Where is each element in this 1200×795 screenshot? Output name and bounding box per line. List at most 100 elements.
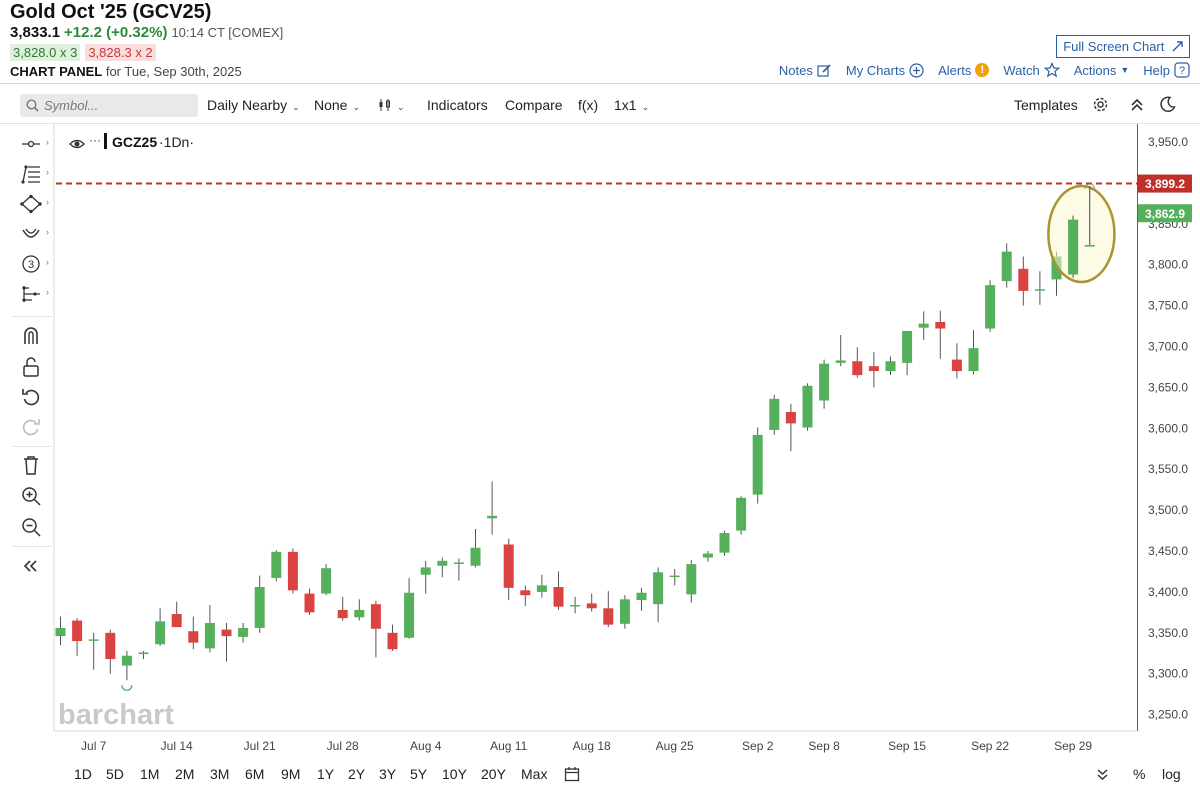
watch-link[interactable]: Watch	[1003, 62, 1060, 78]
shape-tool[interactable]	[20, 194, 44, 216]
count-tool[interactable]: 3	[20, 254, 44, 276]
low-marker	[121, 685, 133, 691]
period-1y[interactable]: 1Y	[317, 766, 335, 782]
collapse-up-icon[interactable]	[1130, 97, 1144, 112]
templates-button[interactable]: Templates	[1014, 97, 1078, 113]
x-tick-label: Aug 25	[656, 739, 694, 753]
zoom-in-button[interactable]	[20, 485, 44, 507]
svg-text:?: ?	[1179, 65, 1185, 77]
zoom-out-button[interactable]	[20, 516, 44, 538]
candle	[155, 608, 166, 646]
number-icon: 3	[22, 255, 40, 273]
calendar-icon[interactable]	[564, 766, 580, 782]
interval-dropdown[interactable]: Daily Nearby ⌄	[207, 97, 300, 113]
lock-tool[interactable]	[20, 356, 44, 378]
candle-body	[487, 515, 498, 519]
x-tick-label: Sep 15	[888, 739, 926, 753]
magnet-tool[interactable]	[20, 324, 44, 346]
x-tick-label: Aug 11	[490, 739, 527, 753]
y-tick-label: 3,600.0	[1148, 421, 1188, 435]
period-3y[interactable]: 3Y	[379, 766, 397, 782]
period-2y[interactable]: 2Y	[348, 766, 366, 782]
chart-type-dropdown[interactable]: ⌄	[378, 97, 405, 113]
x-tick-label: Jul 7	[81, 739, 107, 753]
candle	[702, 551, 713, 562]
candle-body	[188, 631, 199, 643]
crosshair-tool[interactable]	[20, 134, 44, 156]
panel-date: for Tue, Sep 30th, 2025	[105, 64, 242, 79]
y-tick-label: 3,300.0	[1148, 667, 1188, 681]
period-1m[interactable]: 1M	[140, 766, 160, 782]
candle	[802, 383, 813, 431]
candle	[586, 593, 597, 612]
candle	[619, 595, 630, 629]
undo-button[interactable]	[20, 386, 44, 408]
measure-tool[interactable]	[20, 284, 44, 306]
eye-icon[interactable]	[69, 139, 85, 149]
alerts-label: Alerts	[938, 62, 972, 78]
delete-button[interactable]	[20, 454, 44, 476]
indicators-button[interactable]: Indicators	[427, 97, 488, 113]
candle	[387, 624, 398, 651]
candle	[686, 560, 697, 603]
price-chart[interactable]: barchart ··· GCZ25 ·1Dn· 3,250.03,300.03…	[0, 124, 1200, 760]
y-tick-label: 3,950.0	[1148, 135, 1188, 149]
redo-button[interactable]	[20, 416, 44, 438]
undo-icon	[22, 389, 40, 406]
actions-menu[interactable]: Actions ▼	[1074, 63, 1130, 78]
period-10y[interactable]: 10Y	[442, 766, 467, 782]
y-tick-label: 3,800.0	[1148, 258, 1188, 272]
my-charts-link[interactable]: My Charts	[846, 63, 924, 78]
legend-more-icon[interactable]: ···	[89, 133, 101, 147]
chevron-down-icon: ⌄	[292, 102, 300, 112]
period-5y[interactable]: 5Y	[410, 766, 428, 782]
period-1d[interactable]: 1D	[74, 766, 92, 782]
candle-body	[404, 592, 415, 638]
compare-button[interactable]: Compare	[505, 97, 563, 113]
candlestick-icon	[379, 99, 390, 111]
y-tick-label: 3,250.0	[1148, 708, 1188, 722]
notes-link[interactable]: Notes	[779, 63, 832, 78]
candle	[570, 596, 581, 614]
candle-body	[470, 547, 481, 566]
candle-body	[536, 585, 547, 592]
candle-body	[603, 608, 614, 625]
percent-toggle[interactable]: %	[1133, 766, 1146, 782]
period-max[interactable]: Max	[521, 766, 548, 782]
period-5d[interactable]: 5D	[106, 766, 124, 782]
candle-body	[105, 632, 116, 660]
aggregation-dropdown[interactable]: None ⌄	[314, 97, 360, 113]
chart-overlays: 3,899.2 3,862.9	[56, 174, 1192, 691]
candle-body	[337, 609, 348, 619]
candle-body	[669, 575, 680, 578]
chart-toolbar: Symbol... Daily Nearby ⌄ None ⌄ ⌄ Indicato…	[0, 84, 1200, 124]
fibonacci-tool[interactable]	[20, 164, 44, 186]
log-toggle[interactable]: log	[1162, 766, 1181, 782]
arc-tool[interactable]	[20, 224, 44, 246]
period-20y[interactable]: 20Y	[481, 766, 506, 782]
period-6m[interactable]: 6M	[245, 766, 265, 782]
period-9m[interactable]: 9M	[281, 766, 301, 782]
collapse-rail-button[interactable]	[20, 556, 44, 578]
period-3m[interactable]: 3M	[210, 766, 230, 782]
moon-icon[interactable]	[1159, 96, 1176, 113]
fx-button[interactable]: f(x)	[578, 97, 599, 113]
candle	[370, 600, 381, 658]
candle-body	[437, 560, 448, 566]
symbol-search-input[interactable]: Symbol...	[20, 94, 198, 117]
candle-body	[785, 411, 796, 424]
actions-label: Actions	[1073, 62, 1117, 78]
candle-body	[868, 366, 879, 372]
date-axis: Jul 7 Jul 14 Jul 21 Jul 28 Aug 4 Aug 11 Aug 18…	[81, 739, 1092, 753]
help-link[interactable]: Help ?	[1143, 62, 1190, 78]
gear-icon[interactable]	[1092, 96, 1109, 113]
chevron-down-icon: ⌄	[641, 102, 650, 112]
plus-circle-icon	[909, 62, 924, 78]
full-screen-chart-button[interactable]: Full Screen Chart	[1056, 35, 1190, 58]
alerts-link[interactable]: Alerts !	[938, 62, 990, 78]
double-chevron-down-icon[interactable]	[1096, 768, 1109, 781]
candle	[287, 548, 298, 594]
layout-dropdown[interactable]: 1x1 ⌄	[614, 97, 649, 113]
period-2m[interactable]: 2M	[175, 766, 195, 782]
candle	[55, 616, 66, 646]
